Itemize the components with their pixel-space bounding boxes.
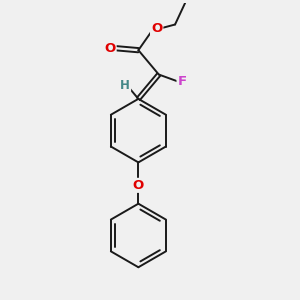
Text: O: O <box>104 42 116 55</box>
Text: H: H <box>120 79 130 92</box>
Text: F: F <box>178 75 187 88</box>
Text: O: O <box>151 22 162 35</box>
Text: O: O <box>133 179 144 192</box>
